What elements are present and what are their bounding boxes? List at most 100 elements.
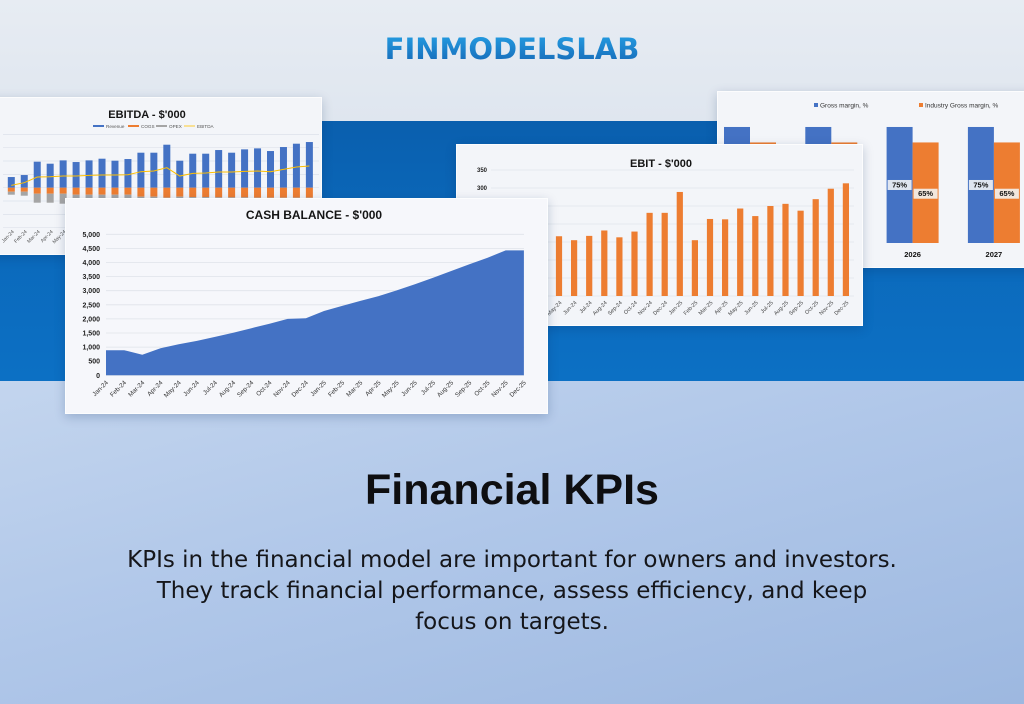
y-axis-label: 0 bbox=[96, 373, 100, 380]
revenue-bar bbox=[124, 159, 132, 188]
bar-group bbox=[33, 161, 41, 203]
opex-bar bbox=[7, 191, 15, 195]
description-line-1: KPIs in the financial model are importan… bbox=[127, 547, 897, 573]
x-axis-label: Feb-25 bbox=[327, 379, 346, 398]
revenue-bar bbox=[72, 162, 80, 188]
bar-group bbox=[305, 142, 313, 202]
x-axis-label: Apr-24 bbox=[146, 379, 165, 398]
y-axis-label: 350 bbox=[477, 168, 488, 174]
y-axis-label: 3,000 bbox=[82, 288, 100, 295]
cogs-bar bbox=[150, 187, 158, 197]
opex-bar bbox=[98, 194, 106, 199]
x-axis-label: Sep-25 bbox=[788, 300, 805, 317]
chart-title: EBIT - $'000 bbox=[630, 158, 692, 170]
bar-group bbox=[163, 144, 171, 202]
x-axis-label: Sep-24 bbox=[236, 379, 256, 399]
y-axis-label: 5,000 bbox=[82, 232, 100, 239]
legend-label: Revenue bbox=[106, 124, 125, 129]
cogs-bar bbox=[59, 187, 67, 194]
opex-bar bbox=[111, 194, 119, 199]
cogs-bar bbox=[202, 187, 210, 198]
x-axis-label: Jun-24 bbox=[562, 300, 578, 316]
cogs-bar bbox=[7, 187, 15, 192]
bar-group bbox=[202, 153, 210, 202]
legend-swatch-icon bbox=[919, 103, 923, 107]
revenue-bar bbox=[137, 152, 145, 188]
ebit-bar bbox=[691, 240, 698, 296]
x-axis-label: Nov-25 bbox=[818, 300, 835, 317]
cogs-bar bbox=[241, 187, 249, 198]
ebit-bar bbox=[631, 231, 638, 296]
cash-balance-area bbox=[106, 250, 524, 376]
x-axis-label: Nov-24 bbox=[272, 379, 292, 399]
y-axis-label: 300 bbox=[477, 186, 488, 192]
revenue-bar bbox=[46, 163, 54, 188]
x-axis-label: May-25 bbox=[381, 379, 401, 399]
x-axis-label: Jun-25 bbox=[744, 300, 760, 316]
bar-group bbox=[292, 143, 300, 202]
bar-group bbox=[279, 147, 287, 202]
bar-group bbox=[254, 148, 262, 202]
bar-group bbox=[111, 160, 119, 199]
revenue-bar bbox=[279, 147, 287, 188]
legend-swatch-icon bbox=[156, 125, 167, 127]
cogs-bar bbox=[46, 187, 54, 194]
legend-label: OPEX bbox=[169, 124, 182, 129]
x-axis-label: Jan-24 bbox=[91, 379, 110, 398]
data-label: 65% bbox=[918, 189, 933, 198]
opex-bar bbox=[72, 194, 80, 199]
bar-group bbox=[72, 162, 80, 199]
x-axis-label: Feb-24 bbox=[13, 229, 29, 245]
bar-group bbox=[150, 152, 158, 201]
revenue-bar bbox=[150, 152, 158, 188]
data-label: 65% bbox=[999, 189, 1014, 198]
cogs-bar bbox=[33, 187, 41, 194]
x-axis-label: Nov-25 bbox=[490, 379, 510, 399]
revenue-bar bbox=[85, 160, 93, 188]
revenue-bar bbox=[189, 153, 197, 188]
y-axis-label: 4,500 bbox=[82, 246, 100, 253]
x-axis-label: Aug-24 bbox=[592, 300, 609, 317]
x-axis-label: Sep-25 bbox=[454, 379, 474, 399]
y-axis-label: 2,000 bbox=[82, 316, 100, 323]
x-axis-label: May-24 bbox=[546, 300, 563, 317]
bar-group bbox=[176, 160, 184, 201]
ebit-bar bbox=[737, 208, 744, 296]
bar-group bbox=[46, 163, 54, 203]
bar-group bbox=[189, 153, 197, 202]
cogs-bar bbox=[189, 187, 197, 198]
cogs-bar bbox=[124, 187, 132, 195]
bar-group: 75% 65% 2027 bbox=[967, 126, 1020, 259]
x-axis-label: 2027 bbox=[986, 250, 1003, 259]
bottom-background bbox=[0, 381, 1024, 704]
y-axis-label: 500 bbox=[88, 359, 100, 366]
ebit-bar bbox=[571, 240, 578, 296]
x-axis-label: Mar-24 bbox=[26, 229, 42, 245]
revenue-bar bbox=[111, 160, 119, 188]
revenue-bar bbox=[59, 160, 67, 188]
legend-swatch-icon bbox=[93, 125, 104, 127]
cogs-bar bbox=[292, 187, 300, 198]
revenue-bar bbox=[228, 152, 236, 188]
ebit-bar bbox=[676, 191, 683, 296]
cogs-bar bbox=[85, 187, 93, 195]
legend-label: Gross margin, % bbox=[820, 103, 869, 110]
legend-label: Industry Gross margin, % bbox=[925, 103, 999, 110]
ebit-bar bbox=[555, 236, 563, 296]
bar-group bbox=[137, 152, 145, 201]
opex-bar bbox=[59, 193, 67, 204]
revenue-bar bbox=[20, 175, 28, 188]
revenue-bar bbox=[241, 149, 249, 188]
revenue-bar bbox=[267, 151, 274, 188]
x-axis-label: Mar-25 bbox=[698, 300, 715, 317]
bar-group bbox=[7, 177, 15, 195]
page-title: Financial KPIs bbox=[365, 466, 659, 514]
x-axis-label: Mar-25 bbox=[345, 379, 364, 398]
revenue-bar bbox=[305, 142, 313, 188]
bar-group bbox=[215, 150, 223, 202]
legend-swatch-icon bbox=[128, 125, 139, 127]
cogs-bar bbox=[254, 187, 262, 198]
ebit-bar bbox=[586, 235, 593, 296]
ebit-bar bbox=[706, 218, 714, 296]
x-axis-label: Oct-25 bbox=[804, 300, 820, 316]
